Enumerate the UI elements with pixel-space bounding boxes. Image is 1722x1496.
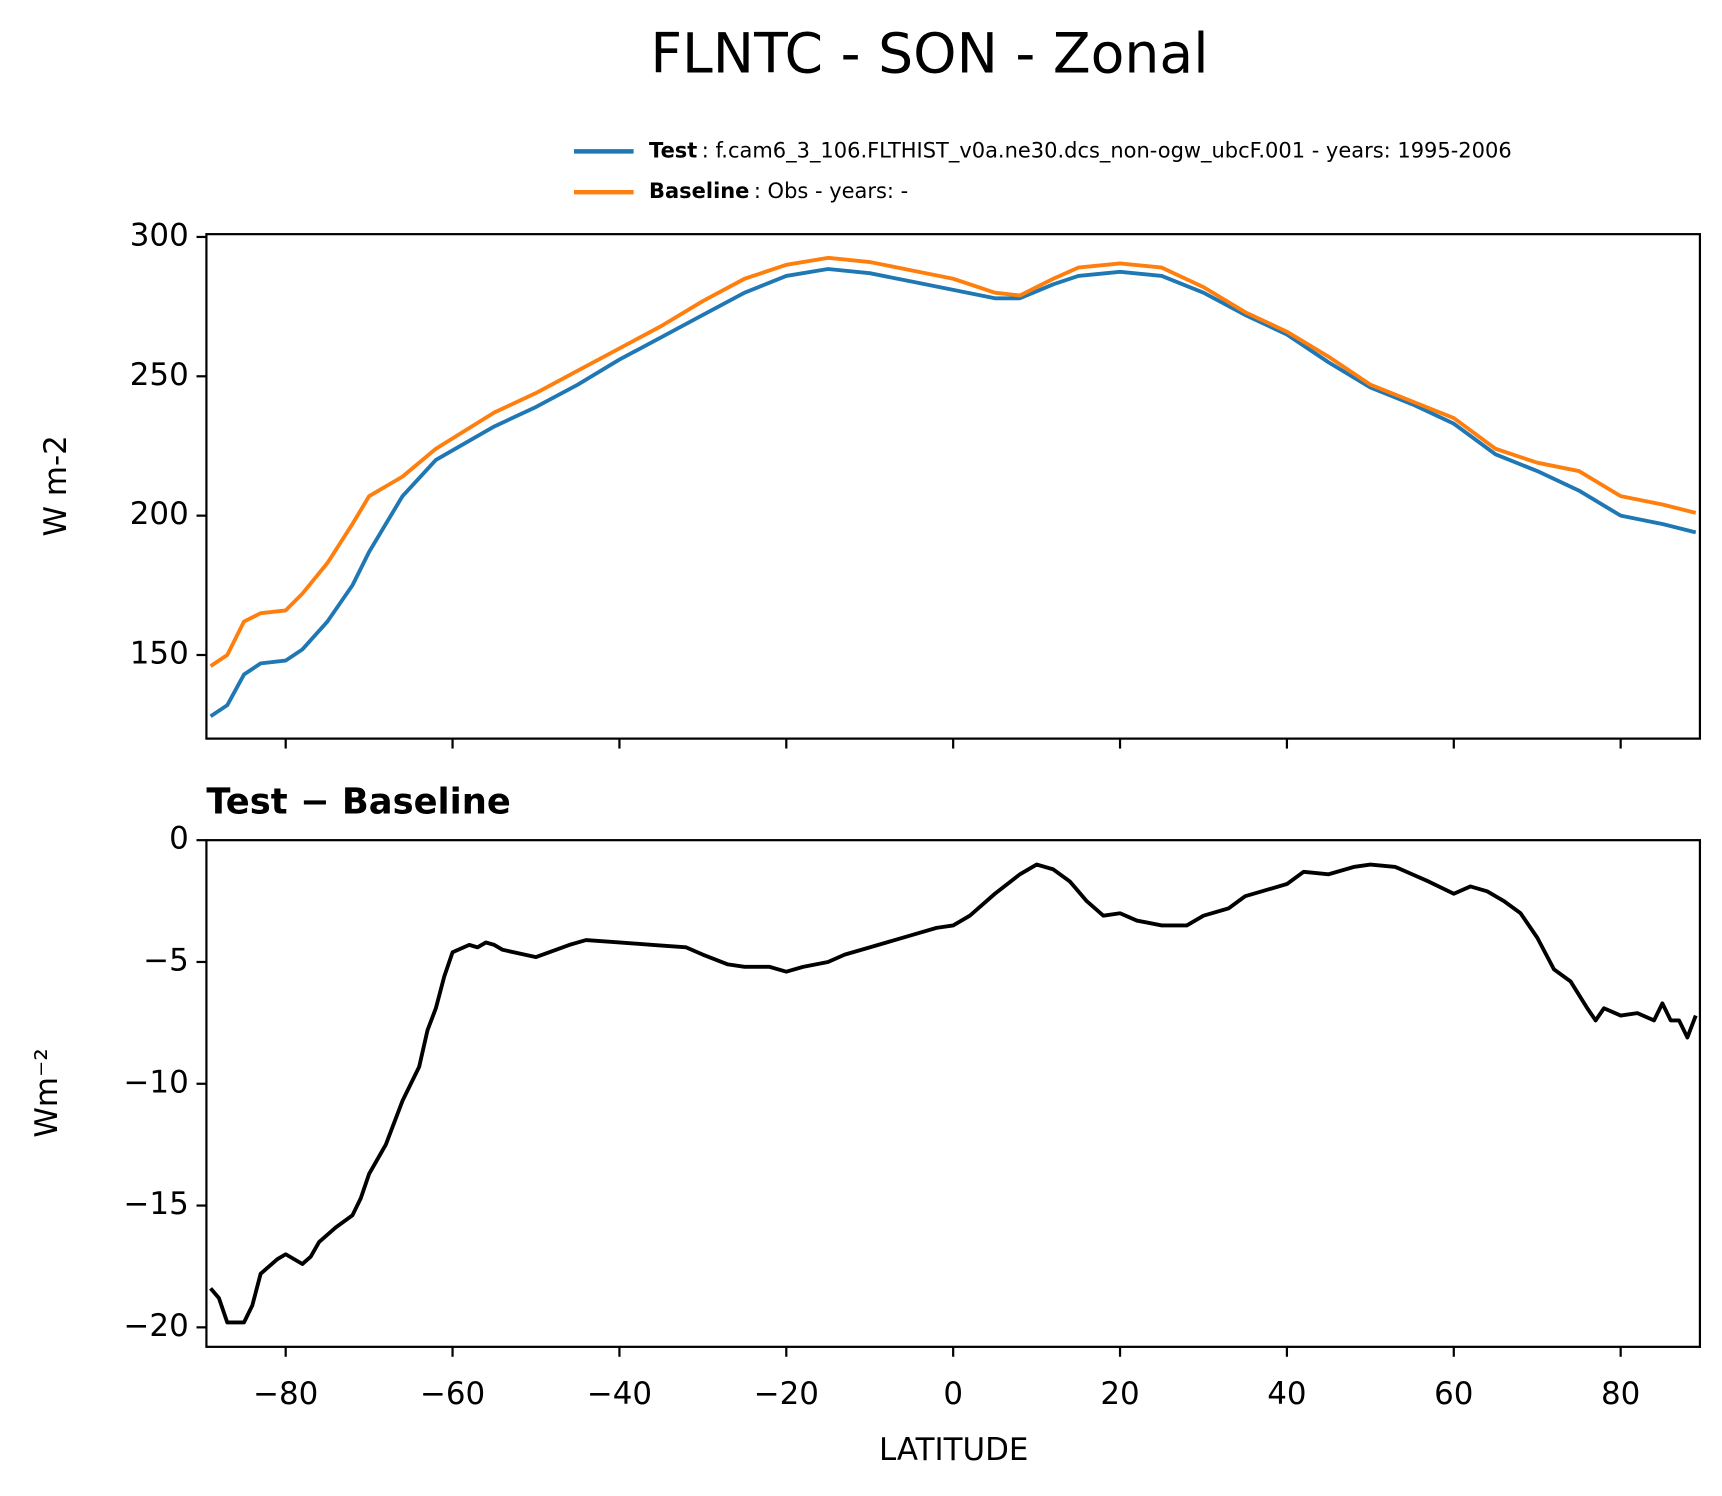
y-axis-label: W m-2	[38, 435, 74, 536]
data-line	[209, 255, 1697, 668]
chart-title: FLNTC - SON - Zonal	[650, 23, 1208, 87]
x-tick-label: 60	[1434, 1376, 1473, 1412]
y-tick-label: 0	[169, 821, 189, 857]
x-tick-label: −60	[420, 1376, 485, 1412]
legend-label: Test: f.cam6_3_106.FLTHIST_v0a.ne30.dcs_…	[649, 138, 1512, 163]
plot-frame	[205, 233, 1702, 740]
x-tick-label: 40	[1267, 1376, 1306, 1412]
x-tick-label: 20	[1100, 1376, 1139, 1412]
data-line	[209, 862, 1698, 1325]
y-tick-label: −10	[124, 1064, 189, 1100]
y-tick-label: 250	[130, 357, 189, 393]
plot-frame	[205, 839, 1702, 1348]
x-tick-label: 80	[1601, 1376, 1640, 1412]
panel-title: Test − Baseline	[206, 782, 510, 823]
x-tick-label: −20	[754, 1376, 819, 1412]
y-tick-label: 150	[130, 636, 189, 672]
x-axis-label: LATITUDE	[879, 1432, 1028, 1468]
y-tick-label: −5	[143, 942, 189, 978]
y-tick-label: −15	[124, 1186, 189, 1222]
y-axis-label: Wm⁻²	[29, 1048, 65, 1137]
data-line	[209, 267, 1697, 718]
y-tick-label: −20	[124, 1308, 189, 1344]
x-tick-label: 0	[943, 1376, 963, 1412]
legend-label: Baseline: Obs - years: -	[649, 179, 908, 203]
legend-description: : f.cam6_3_106.FLTHIST_v0a.ne30.dcs_non-…	[702, 138, 1512, 163]
x-tick-label: −40	[587, 1376, 652, 1412]
legend-name: Test	[649, 138, 697, 162]
x-tick-label: −80	[253, 1376, 318, 1412]
y-tick-label: 300	[130, 217, 189, 253]
y-tick-label: 200	[130, 496, 189, 532]
legend-name: Baseline	[649, 179, 749, 203]
legend-description: : Obs - years: -	[754, 179, 908, 203]
